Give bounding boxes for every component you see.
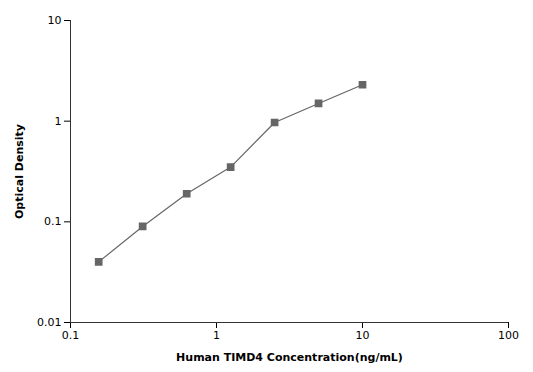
- svg-text:1: 1: [213, 329, 220, 342]
- svg-text:100: 100: [498, 329, 519, 342]
- svg-text:0.01: 0.01: [37, 316, 62, 329]
- svg-text:0.1: 0.1: [62, 329, 80, 342]
- svg-text:10: 10: [356, 329, 370, 342]
- svg-text:Human TIMD4 Concentration(ng/m: Human TIMD4 Concentration(ng/mL): [176, 351, 403, 364]
- svg-text:0.1: 0.1: [44, 215, 62, 228]
- svg-text:Optical Density: Optical Density: [13, 124, 26, 219]
- svg-text:1: 1: [55, 115, 62, 128]
- svg-text:10: 10: [48, 14, 62, 27]
